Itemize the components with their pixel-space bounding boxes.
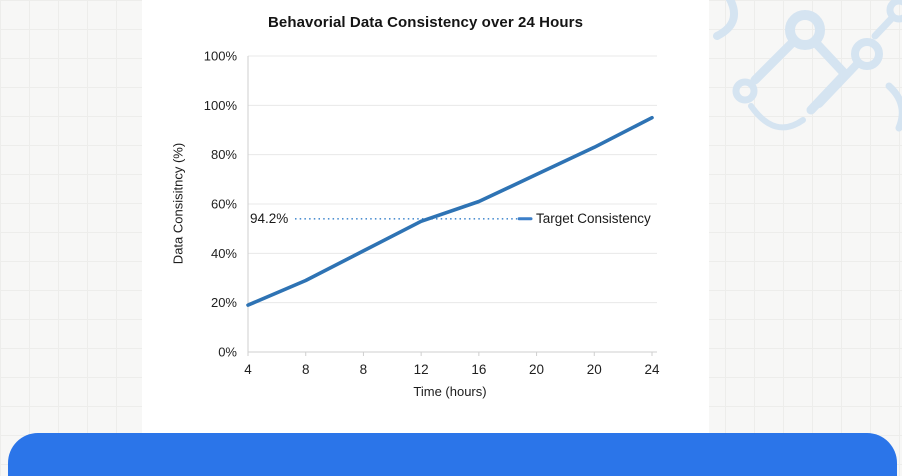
x-tick-label: 8: [360, 362, 368, 377]
x-tick-label: 16: [471, 362, 486, 377]
y-tick-label: 80%: [211, 147, 237, 162]
chart-title: Behavorial Data Consistency over 24 Hour…: [267, 14, 584, 31]
chart-svg: 100% 100% 80% 60% 40% 20% 0% 4 8 8 12 16 20 20 24: [204, 49, 660, 378]
target-value-annotation: 94.2%: [250, 210, 293, 226]
x-tick-label: 20: [529, 362, 544, 377]
footer-accent-bar: [8, 433, 897, 476]
y-tick-label: 60%: [211, 197, 237, 212]
target-line-label: Target Consistency: [536, 210, 651, 226]
y-tick-label: 20%: [211, 295, 237, 310]
y-tick-label: 40%: [211, 246, 237, 261]
circuit-logo-watermark-icon: [713, 0, 902, 132]
data-series-line: [246, 115, 654, 307]
x-tick-label: 8: [302, 362, 310, 377]
y-tick-label: 0%: [218, 345, 237, 360]
y-tick-label: 100%: [204, 49, 238, 64]
y-tick-label: 100%: [204, 98, 238, 113]
x-tick-label: 4: [244, 362, 252, 377]
x-tick-label: 20: [587, 362, 602, 377]
chart-card: Behavorial Data Consistency over 24 Hour…: [142, 0, 709, 476]
x-tick-label: 24: [644, 362, 660, 377]
x-axis-title: Time (hours): [413, 384, 487, 399]
x-tick-label: 12: [414, 362, 429, 377]
